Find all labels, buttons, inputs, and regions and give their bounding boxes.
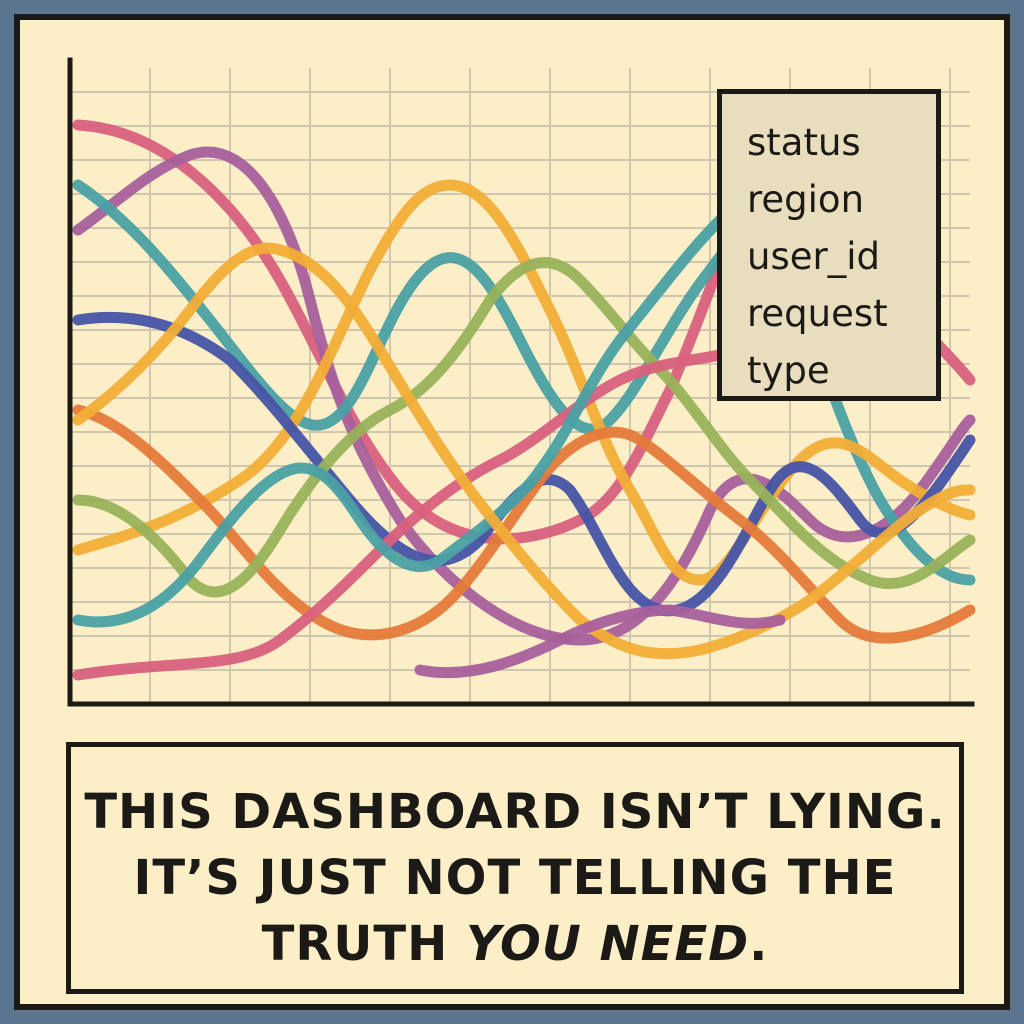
legend-item-type: type xyxy=(747,349,830,392)
caption-line-2: IT’S JUST NOT TELLING THE xyxy=(133,850,897,906)
chart-axes xyxy=(67,57,975,707)
caption-line-3: TRUTH YOU NEED. xyxy=(71,911,959,977)
caption-box: THIS DASHBOARD ISN’T LYING. IT’S JUST NO… xyxy=(66,742,964,994)
caption-line-3-start: TRUTH xyxy=(261,916,466,972)
chart-line-10 xyxy=(72,242,976,660)
legend-item-request: request xyxy=(747,292,888,335)
caption-emphasis: YOU NEED xyxy=(465,916,750,972)
caption-line-3-end: . xyxy=(749,916,769,972)
comic-panel: status region user_id request type THIS … xyxy=(14,14,1010,1010)
legend-item-status: status xyxy=(747,121,861,164)
caption-line-1: THIS DASHBOARD ISN’T LYING. xyxy=(84,784,946,840)
chart-line-6 xyxy=(72,404,976,644)
chart-line-9 xyxy=(72,214,726,628)
legend-item-region: region xyxy=(747,178,865,221)
legend-box: status region user_id request type xyxy=(717,89,941,401)
chart-line-2 xyxy=(72,146,976,646)
chart-line-5 xyxy=(72,311,976,617)
chart-lines xyxy=(72,119,976,681)
legend-item-user-id: user_id xyxy=(747,235,880,278)
chart-line-11 xyxy=(414,604,786,679)
chart-line-7 xyxy=(72,257,976,598)
